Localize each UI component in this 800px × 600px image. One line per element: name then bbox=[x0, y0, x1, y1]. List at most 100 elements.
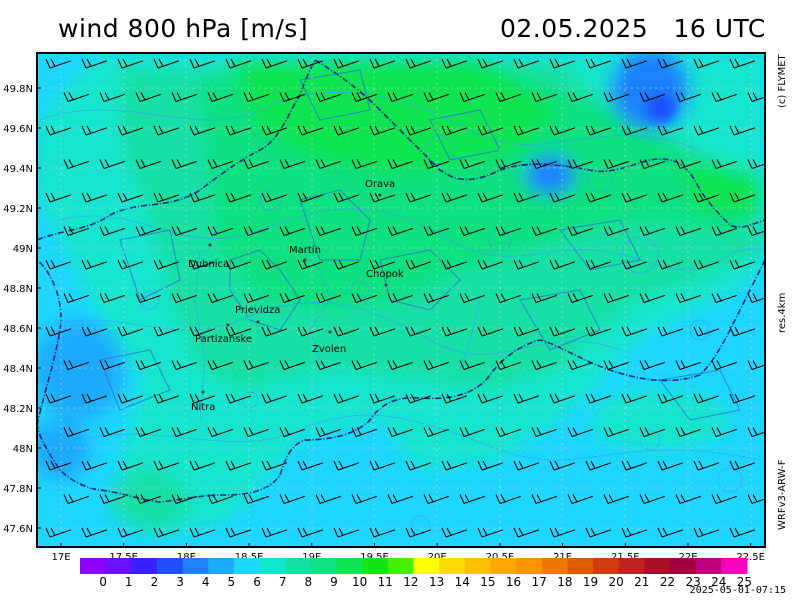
wind-barb bbox=[585, 393, 611, 404]
place-marker bbox=[256, 320, 260, 324]
wind-barb bbox=[279, 92, 305, 102]
wind-barb bbox=[621, 326, 647, 337]
wind-barb bbox=[405, 125, 431, 136]
lon-tick-label: 19E bbox=[302, 552, 321, 563]
wind-barb bbox=[369, 125, 395, 136]
wind-barb bbox=[567, 159, 593, 169]
wind-barb bbox=[99, 159, 125, 169]
wind-barb bbox=[99, 494, 125, 504]
wind-barbs bbox=[45, 58, 765, 538]
wind-barb bbox=[657, 393, 683, 404]
wind-barb bbox=[639, 92, 665, 102]
map-area: Orava Martin Dubnica Chopok Prievidza Pa… bbox=[37, 53, 765, 547]
legend-swatch bbox=[156, 558, 184, 574]
place-marker bbox=[303, 258, 307, 262]
legend-value: 24 bbox=[711, 575, 726, 589]
place-label-nitra: Nitra bbox=[191, 402, 215, 413]
wind-barb bbox=[279, 159, 305, 169]
wind-barb bbox=[153, 58, 179, 69]
wind-barb bbox=[99, 427, 125, 437]
wind-barb bbox=[441, 125, 467, 136]
wind-barb bbox=[495, 159, 521, 169]
wind-barb bbox=[387, 494, 413, 504]
wind-barb bbox=[189, 58, 215, 69]
wind-barb bbox=[45, 259, 71, 270]
admin-boundary bbox=[559, 219, 641, 271]
terrain-contour bbox=[59, 208, 765, 271]
legend-swatch bbox=[105, 558, 132, 574]
wind-barb bbox=[225, 125, 251, 136]
wind-barb bbox=[135, 226, 161, 236]
wind-barb bbox=[225, 393, 251, 404]
wind-barb bbox=[117, 326, 143, 337]
wind-barb bbox=[423, 494, 449, 504]
terrain-contour bbox=[39, 92, 701, 151]
legend-swatch bbox=[413, 558, 440, 574]
wind-barb bbox=[369, 58, 395, 69]
wind-barb bbox=[189, 192, 215, 203]
legend-value: 11 bbox=[378, 575, 393, 589]
wind-barb bbox=[63, 159, 89, 169]
wind-barb bbox=[351, 494, 377, 504]
wind-barb bbox=[171, 427, 197, 437]
lat-tick-label: 49.2N bbox=[3, 204, 33, 215]
wind-barb bbox=[513, 125, 539, 136]
wind-barb bbox=[531, 293, 557, 303]
wind-barb bbox=[639, 226, 665, 236]
wind-barb bbox=[585, 192, 611, 203]
wind-barb bbox=[513, 326, 539, 337]
lat-tick-label: 49.4N bbox=[3, 164, 33, 175]
wind-barb bbox=[333, 125, 359, 136]
wind-barb bbox=[297, 326, 323, 337]
wind-barb bbox=[495, 92, 521, 102]
wind-barb bbox=[423, 427, 449, 437]
wind-barb bbox=[351, 427, 377, 437]
wind-barb bbox=[531, 427, 557, 437]
wind-barb bbox=[495, 226, 521, 236]
wind-barb bbox=[747, 360, 765, 370]
wind-barb bbox=[99, 360, 125, 370]
wind-barb bbox=[333, 58, 359, 69]
wind-barb bbox=[513, 460, 539, 471]
wind-barb bbox=[243, 92, 269, 102]
wind-barb bbox=[441, 527, 467, 538]
admin-boundary bbox=[99, 349, 171, 411]
wind-barb bbox=[243, 159, 269, 169]
admin-boundary bbox=[379, 249, 461, 311]
speed-core bbox=[647, 94, 675, 122]
place-marker bbox=[226, 323, 230, 327]
wind-barb bbox=[495, 427, 521, 437]
river bbox=[299, 249, 331, 361]
wind-barb bbox=[675, 226, 701, 236]
legend-value: 20 bbox=[609, 575, 624, 589]
wind-barb bbox=[153, 259, 179, 270]
wind-barb bbox=[549, 259, 575, 270]
legend-value: 12 bbox=[403, 575, 418, 589]
wind-barb bbox=[711, 159, 737, 169]
wind-barb bbox=[603, 92, 629, 102]
wind-barb bbox=[63, 293, 89, 303]
wind-barb bbox=[549, 125, 575, 136]
legend-swatch bbox=[644, 558, 671, 574]
legend-value: 1 bbox=[125, 575, 133, 589]
place-label-orava: Orava bbox=[365, 179, 395, 190]
admin-boundary bbox=[519, 289, 601, 351]
wind-barb bbox=[81, 58, 107, 69]
wind-barb bbox=[441, 326, 467, 337]
legend-swatch bbox=[285, 558, 312, 574]
wind-barb bbox=[531, 494, 557, 504]
wind-barb bbox=[729, 58, 755, 69]
wind-barb bbox=[81, 326, 107, 337]
wind-barb bbox=[405, 527, 431, 538]
wind-barb bbox=[711, 226, 737, 236]
wind-barb bbox=[495, 360, 521, 370]
lat-tick-label: 48.8N bbox=[3, 284, 33, 295]
wind-barb bbox=[369, 326, 395, 337]
wind-barb bbox=[117, 192, 143, 203]
legend-value: 18 bbox=[557, 575, 572, 589]
legend-value: 6 bbox=[253, 575, 261, 589]
place-marker bbox=[328, 330, 332, 334]
wind-barb bbox=[441, 259, 467, 270]
wind-barb bbox=[279, 494, 305, 504]
wind-barb bbox=[693, 125, 719, 136]
